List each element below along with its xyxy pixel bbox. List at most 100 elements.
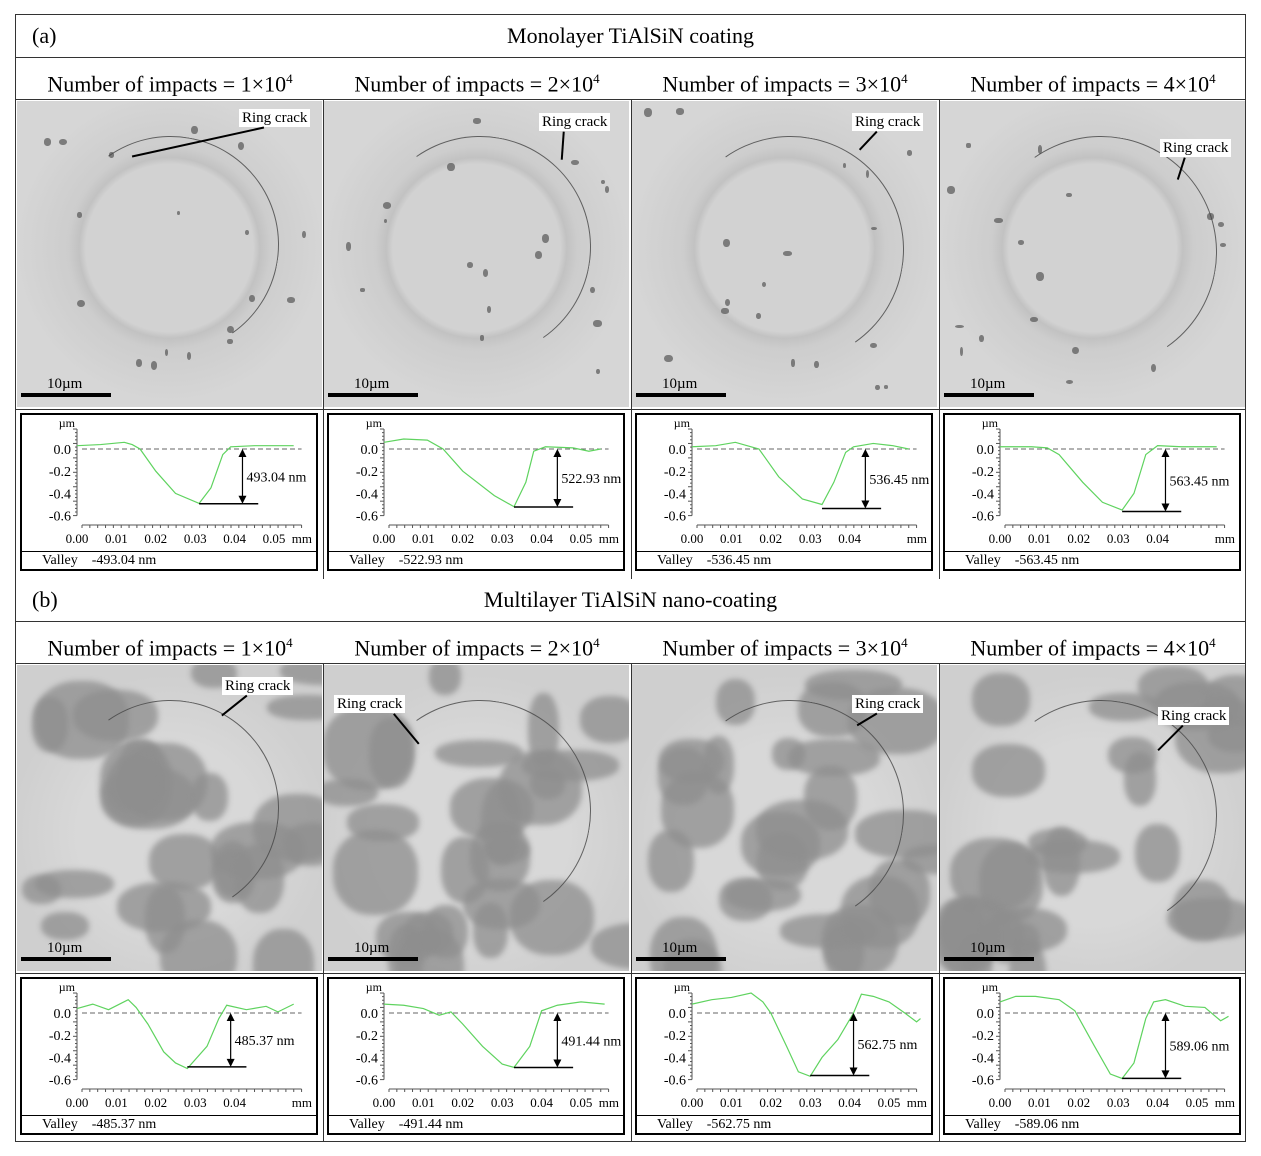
header-text: Number of impacts = 2×10: [354, 71, 594, 97]
micrograph: Ring crack 10µm: [632, 101, 937, 407]
header-text: Number of impacts = 1×10: [47, 71, 287, 97]
defect: [109, 152, 115, 158]
dark-patch: [40, 911, 89, 941]
header-text: Number of impacts = 4×10: [970, 635, 1210, 661]
arrow-head-down: [1161, 1070, 1170, 1079]
y-tick-label: -0.6: [356, 1074, 378, 1089]
x-tick-label: 0.04: [223, 531, 246, 546]
depth-label: 485.37 nm: [235, 1034, 295, 1049]
profile-plot: µm 0.0 -0.2 -0.4 -0.6 0.00 0.01 0.02 0.03 0.04 0.0…: [356, 980, 622, 1110]
panel-header: Number of impacts = 2×104: [323, 621, 631, 670]
dark-patch: [21, 875, 61, 904]
y-axis-unit: µm: [366, 980, 383, 994]
x-tick-label: 0.01: [1028, 1095, 1051, 1110]
x-tick-label: 0.01: [1028, 531, 1051, 546]
y-tick-label: -0.4: [356, 1051, 378, 1066]
defect: [601, 179, 606, 185]
header-text: Number of impacts = 3×10: [662, 71, 902, 97]
depth-label: 562.75 nm: [858, 1038, 918, 1053]
section-title: (a) Monolayer TiAlSiN coating: [16, 15, 1245, 58]
y-axis-unit: µm: [366, 416, 383, 430]
header-text: Number of impacts = 4×10: [970, 71, 1210, 97]
arrow-head-down: [849, 1067, 858, 1076]
y-tick-label: -0.6: [972, 510, 994, 525]
defect: [676, 108, 685, 115]
ring-crack: [659, 118, 922, 381]
dark-patch: [499, 751, 582, 826]
x-tick-label: 0.00: [989, 1095, 1012, 1110]
header-exponent: 4: [286, 71, 293, 86]
ring-crack-label: Ring crack: [539, 113, 611, 131]
x-axis-unit: mm: [907, 531, 927, 546]
profile-line: [691, 441, 909, 506]
scale-bar-label: 10µm: [354, 376, 390, 392]
y-tick-label: -0.2: [49, 1029, 71, 1044]
valley-value: -485.37 nm: [91, 1117, 157, 1132]
header-exponent: 4: [901, 71, 908, 86]
x-tick-label: 0.04: [838, 531, 861, 546]
x-tick-label: 0.04: [1146, 1095, 1169, 1110]
valley-label: Valley: [657, 1117, 693, 1132]
scale-bar-label: 10µm: [47, 376, 83, 392]
defect: [1220, 242, 1227, 248]
column-divider: [323, 663, 324, 1141]
ring-crack-label: Ring crack: [334, 695, 406, 713]
defect: [191, 125, 198, 135]
valley-value: -522.93 nm: [398, 553, 464, 568]
y-tick-label: 0.0: [361, 1007, 379, 1022]
x-tick-label: 0.05: [570, 1095, 593, 1110]
ring-crack: [966, 117, 1236, 387]
y-tick-label: -0.2: [972, 1029, 994, 1044]
arrow-head-up: [1161, 1013, 1170, 1021]
arrow-head-up: [1161, 449, 1170, 457]
header-text: Number of impacts = 2×10: [354, 635, 594, 661]
defect: [58, 138, 67, 146]
dark-patch: [73, 689, 158, 742]
profile-plot: µm 0.0 -0.2 -0.4 -0.6 0.00 0.01 0.02 0.03 0.04 mm 4…: [49, 980, 312, 1110]
scale-bar: [328, 957, 418, 961]
defect: [883, 384, 889, 389]
micrograph: Ring crack 10µm: [17, 101, 322, 407]
defect: [966, 142, 971, 148]
valley-value: -562.75 nm: [706, 1117, 772, 1132]
depth-label: 536.45 nm: [869, 473, 929, 488]
defect: [248, 294, 255, 303]
profile-chart: µm 0.0 -0.2 -0.4 -0.6 0.00 0.01 0.02 0.03 0.04 0.0…: [20, 413, 318, 571]
column-divider: [631, 99, 632, 579]
dark-patch: [649, 916, 718, 971]
x-axis-unit: mm: [292, 531, 312, 546]
panel-header: Number of impacts = 3×104: [631, 621, 939, 670]
dark-patch: [106, 755, 159, 812]
depth-label: 493.04 nm: [246, 470, 306, 485]
defect: [244, 230, 250, 235]
header-text: Number of impacts = 3×10: [662, 635, 902, 661]
header-row: Number of impacts = 1×104 Number of impac…: [16, 621, 1245, 664]
section-title-text: Monolayer TiAlSiN coating: [507, 23, 754, 48]
x-tick-label: 0.02: [144, 1095, 167, 1110]
ring-crack: [351, 118, 609, 376]
panel-header: Number of impacts = 2×104: [323, 57, 631, 106]
defect: [756, 312, 762, 320]
micrograph: Ring crack 10µm: [324, 101, 629, 407]
header-row: Number of impacts = 1×104 Number of impac…: [16, 57, 1245, 100]
valley-readout: Valley -491.44 nm: [329, 1115, 623, 1133]
defect: [479, 335, 484, 341]
scale-bar: [21, 957, 111, 961]
profile-plot: µm 0.0 -0.2 -0.4 -0.6 0.00 0.01 0.02 0.03 0.04 0.0…: [664, 980, 927, 1110]
figure: (a) Monolayer TiAlSiN coating Number of im…: [15, 14, 1246, 1142]
x-tick-label: 0.00: [989, 531, 1012, 546]
valley-readout: Valley -562.75 nm: [637, 1115, 931, 1133]
panel-header: Number of impacts = 4×104: [939, 621, 1247, 670]
y-axis-unit: µm: [59, 980, 76, 994]
x-tick-label: 0.03: [184, 1095, 207, 1110]
scale-bar-label: 10µm: [662, 940, 698, 956]
defect: [960, 346, 964, 356]
dark-patch: [648, 830, 695, 893]
defect: [1217, 221, 1225, 227]
profile-plot: µm 0.0 -0.2 -0.4 -0.6 0.00 0.01 0.02 0.03 0.04 0.0…: [972, 980, 1235, 1110]
defect: [76, 299, 85, 308]
defect: [643, 108, 652, 117]
y-axis-unit: µm: [674, 980, 691, 994]
valley-readout: Valley -485.37 nm: [22, 1115, 316, 1133]
micrograph: Ring crack 10µm: [324, 665, 629, 971]
